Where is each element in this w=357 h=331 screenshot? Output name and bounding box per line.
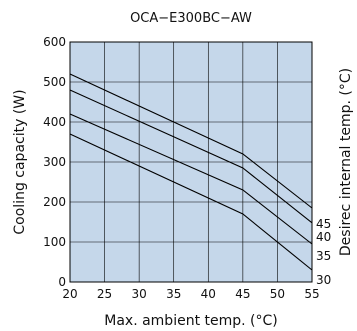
y-axis-label: Cooling capacity (W): [12, 89, 28, 234]
x-tick-label: 45: [235, 287, 250, 301]
x-tick-label: 30: [132, 287, 147, 301]
x-tick-label: 35: [166, 287, 181, 301]
series-label-30: 30: [316, 273, 331, 287]
series-label-40: 40: [316, 230, 331, 244]
y-tick-label: 500: [43, 75, 66, 89]
secondary-axis-label: Desirec internal temp. (°C): [338, 68, 354, 256]
y-tick-label: 300: [43, 155, 66, 169]
chart-title: OCA−E300BC−AW: [130, 11, 252, 26]
y-tick-label: 100: [43, 235, 66, 249]
y-tick-label: 400: [43, 115, 66, 129]
series-lines: [69, 73, 313, 271]
x-tick-label: 25: [97, 287, 112, 301]
series-line-30: [69, 133, 313, 271]
series-label-45: 45: [316, 217, 331, 231]
series-line-40: [69, 89, 313, 224]
x-axis-ticks: 20 25 30 35 40 45 50 55: [62, 287, 319, 301]
x-tick-label: 20: [62, 287, 77, 301]
y-tick-label: 0: [58, 275, 66, 289]
series-label-35: 35: [316, 249, 331, 263]
x-axis-label: Max. ambient temp. (°C): [104, 313, 278, 329]
y-axis-ticks: 0 100 200 300 400 500 600: [43, 35, 66, 289]
x-tick-label: 40: [201, 287, 216, 301]
x-tick-label: 50: [270, 287, 285, 301]
y-tick-label: 200: [43, 195, 66, 209]
series-line-35: [69, 113, 313, 245]
series-line-45: [69, 73, 313, 209]
x-tick-label: 55: [304, 287, 319, 301]
y-tick-label: 600: [43, 35, 66, 49]
